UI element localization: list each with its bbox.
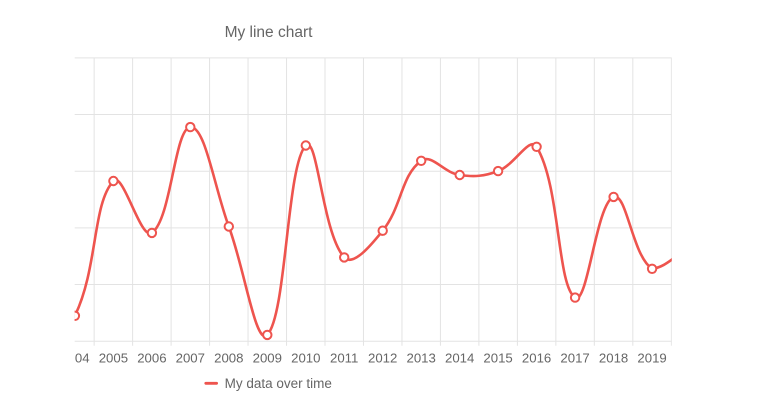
svg-text:My line chart: My line chart [225, 24, 314, 41]
svg-text:2005: 2005 [99, 350, 128, 365]
svg-text:2018: 2018 [599, 350, 628, 365]
svg-text:2013: 2013 [407, 350, 436, 365]
svg-text:2006: 2006 [137, 350, 166, 365]
svg-text:2016: 2016 [522, 350, 551, 365]
svg-text:2010: 2010 [291, 350, 320, 365]
svg-text:2014: 2014 [445, 350, 474, 365]
svg-text:My data over time: My data over time [225, 376, 332, 391]
svg-text:2019: 2019 [637, 350, 666, 365]
svg-text:2017: 2017 [560, 350, 589, 365]
svg-text:2011: 2011 [330, 350, 358, 365]
svg-text:2004: 2004 [60, 350, 89, 365]
svg-text:2008: 2008 [214, 350, 243, 365]
svg-text:2015: 2015 [483, 350, 512, 365]
svg-text:2007: 2007 [176, 350, 205, 365]
svg-text:2009: 2009 [253, 350, 282, 365]
svg-text:2012: 2012 [368, 350, 397, 365]
